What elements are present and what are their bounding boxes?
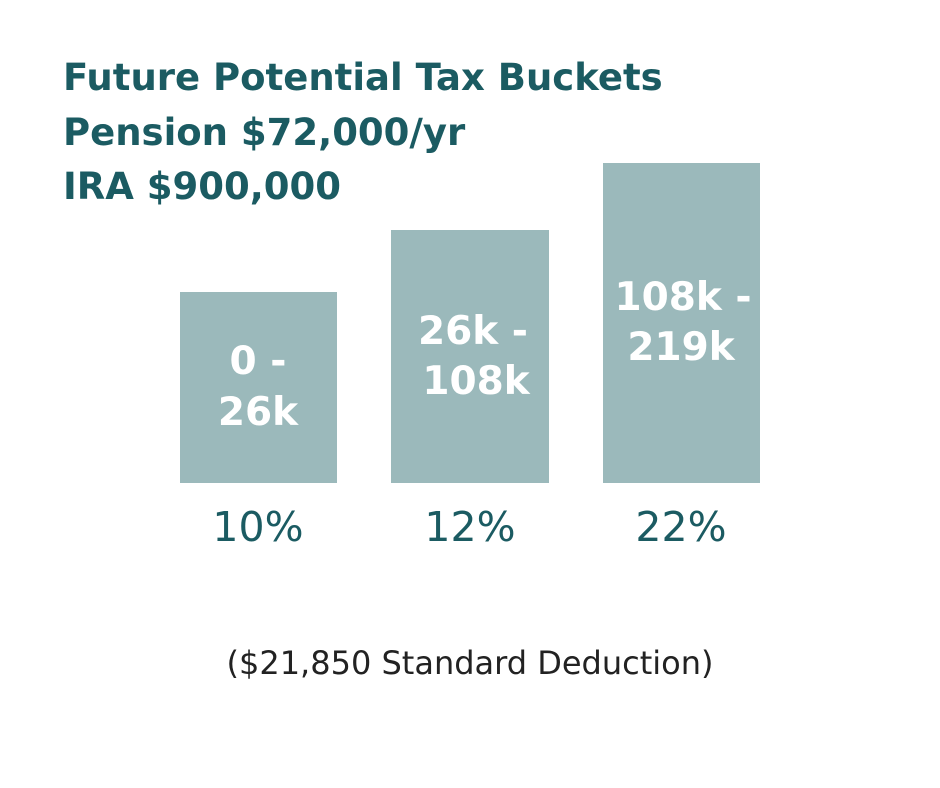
bucket-bar xyxy=(180,292,337,483)
bucket-range: 26k xyxy=(218,390,299,435)
bucket-range: 219k xyxy=(627,325,735,370)
subtitle: IRA $900,000 xyxy=(63,165,341,208)
bucket-range: 108k xyxy=(422,359,530,404)
footnote: ($21,850 Standard Deduction) xyxy=(226,644,713,682)
bucket-range: 26k - xyxy=(418,309,528,354)
bucket-rate: 22% xyxy=(635,503,726,551)
subtitle: Pension $72,000/yr xyxy=(63,111,466,154)
bucket-bar xyxy=(391,230,549,483)
bucket-rate: 10% xyxy=(212,503,303,551)
bucket-bar xyxy=(603,163,760,483)
bucket-rate: 12% xyxy=(424,503,515,551)
title: Future Potential Tax Buckets xyxy=(63,56,663,99)
bucket-range: 0 - xyxy=(230,339,287,384)
bucket-range: 108k - xyxy=(614,275,751,320)
